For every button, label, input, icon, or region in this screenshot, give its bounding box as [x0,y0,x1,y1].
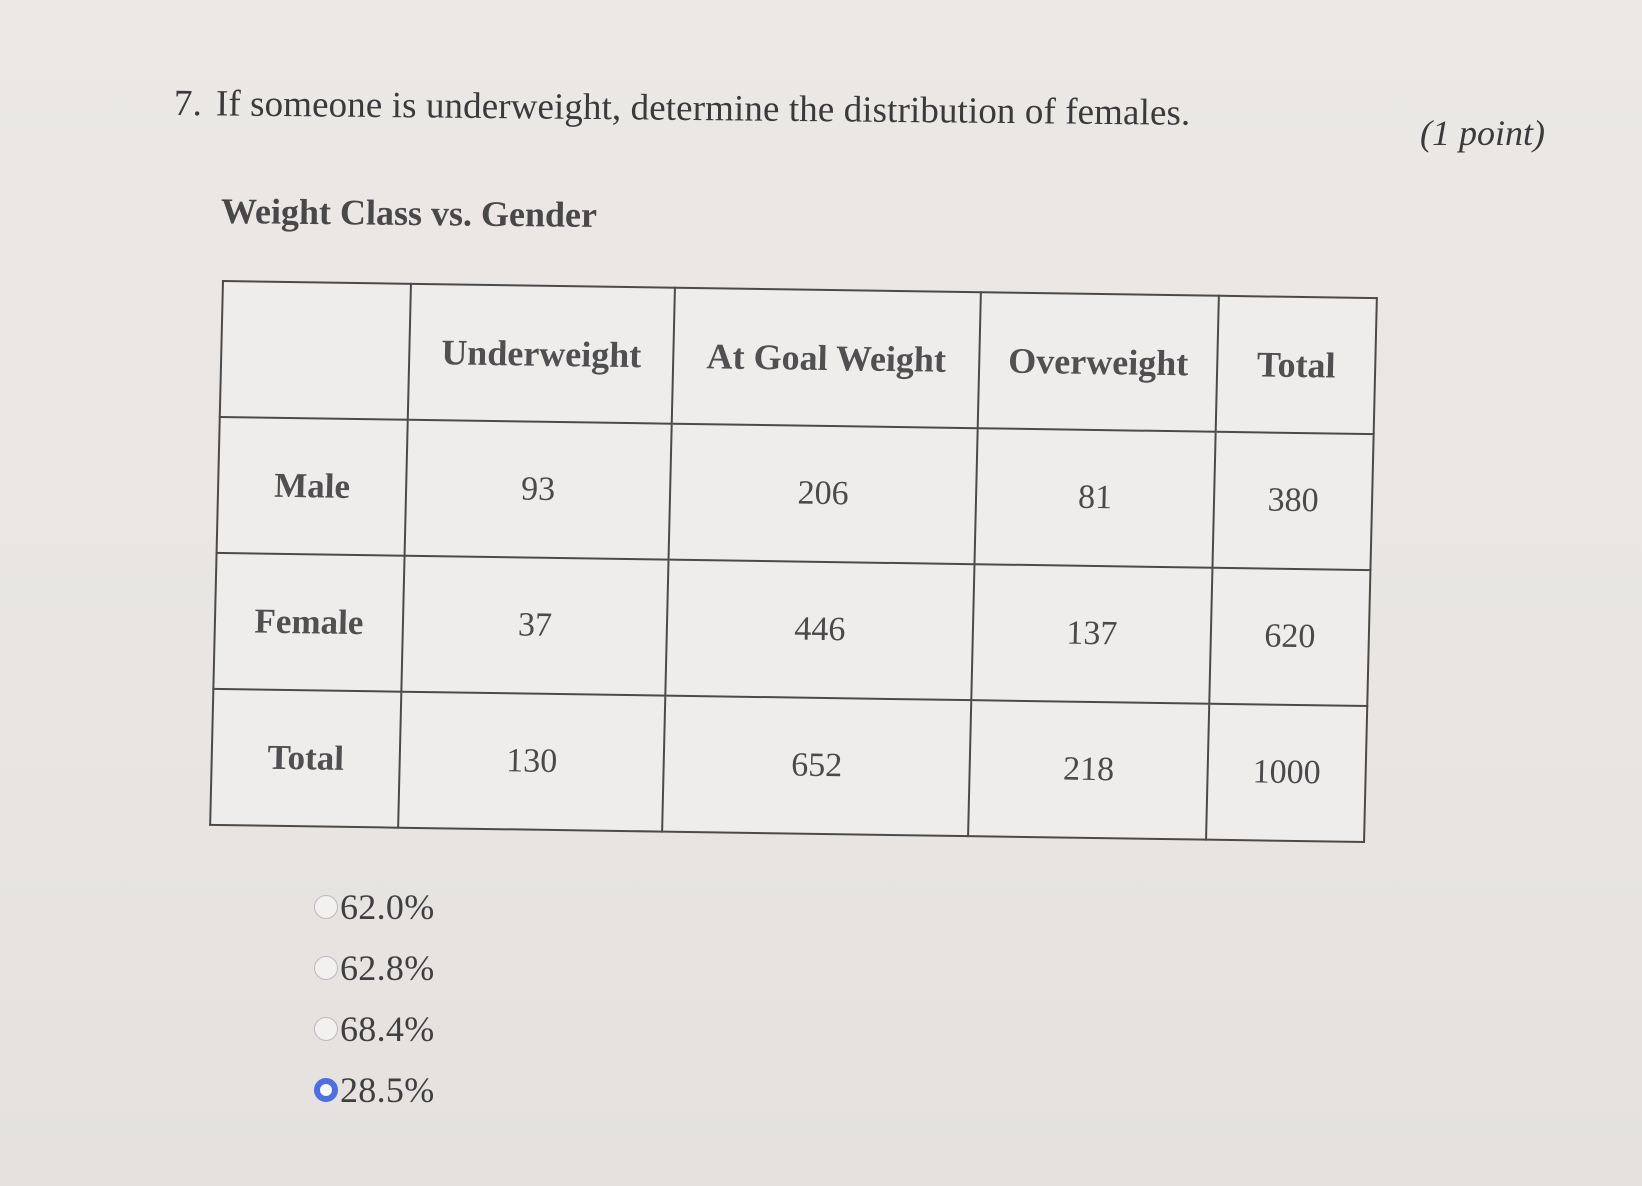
question-prompt: If someone is underweight, determine the… [215,83,1191,134]
table-header-row: Underweight At Goal Weight Overweight To… [219,281,1377,435]
table-cell: 446 [665,559,975,701]
table-row-total: Total 130 652 218 1000 [210,688,1368,843]
table-cell: 380 [1212,431,1374,571]
question-number: 7. [173,83,203,125]
table-header-total: Total [1215,295,1377,435]
answer-option-1[interactable]: 62.0% [314,876,435,937]
table-title: Weight Class vs. Gender [220,191,598,235]
table-header-underweight: Underweight [407,283,675,424]
answer-option-2[interactable]: 62.8% [314,937,435,998]
table-cell: 93 [404,419,672,560]
answer-option-label: 28.5% [340,1069,435,1110]
table-row-female: Female 37 446 137 620 [213,552,1371,707]
answer-options: 62.0% 62.8% 68.4% 28.5% [314,876,435,1120]
row-label-total: Total [210,688,402,828]
row-label-male: Male [216,416,408,556]
answer-option-3[interactable]: 68.4% [314,998,435,1059]
radio-button[interactable] [314,955,338,980]
table-cell: 218 [968,700,1210,840]
table-header-overweight: Overweight [977,292,1219,432]
row-label-female: Female [213,552,405,692]
table-header-at-goal-weight: At Goal Weight [671,287,981,429]
table-cell: 206 [668,423,978,565]
radio-button[interactable] [314,1016,338,1041]
answer-option-label: 68.4% [340,1008,435,1049]
table-row-male: Male 93 206 81 380 [216,416,1374,571]
contingency-table-container: Underweight At Goal Weight Overweight To… [209,280,1378,844]
answer-option-4[interactable]: 28.5% [314,1059,435,1120]
table-cell: 652 [662,695,972,837]
question-points: (1 point) [1420,113,1545,153]
table-cell: 1000 [1206,703,1368,843]
table-header-corner [219,281,411,420]
contingency-table: Underweight At Goal Weight Overweight To… [209,280,1378,844]
answer-option-label: 62.0% [340,886,435,927]
table-cell: 130 [398,691,666,832]
table-cell: 81 [974,428,1216,568]
question-text: 7. If someone is underweight, determine t… [174,82,1191,135]
answer-option-label: 62.8% [340,947,435,988]
table-cell: 137 [971,564,1213,704]
radio-button-selected[interactable] [314,1077,338,1102]
table-cell: 37 [401,555,669,696]
table-cell: 620 [1209,567,1371,707]
radio-button[interactable] [314,894,338,919]
